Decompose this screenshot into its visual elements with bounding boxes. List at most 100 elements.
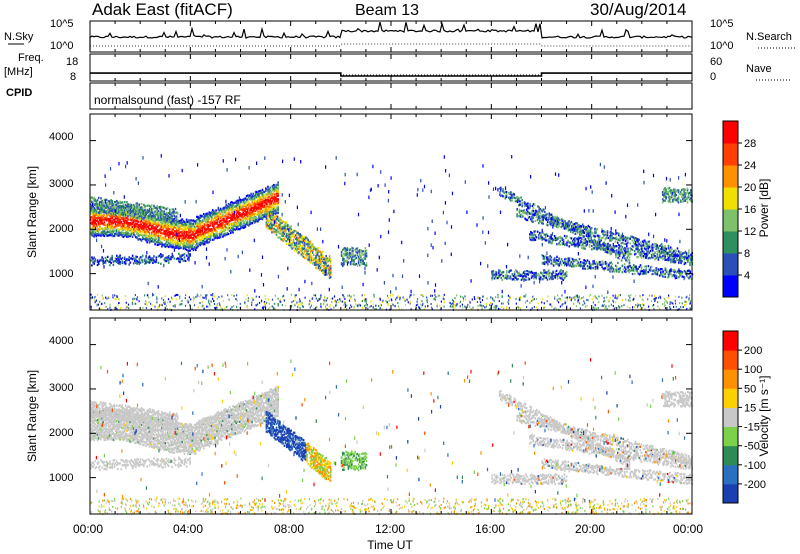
echo-cell — [585, 262, 588, 265]
echo-cell — [167, 227, 170, 231]
echo-cell — [630, 248, 633, 251]
echo-cell — [95, 219, 98, 222]
echo-cell — [214, 223, 216, 226]
echo-cell — [606, 230, 609, 233]
echo-cell — [136, 222, 138, 225]
echo-cell — [171, 228, 173, 231]
echo-cell — [157, 261, 160, 264]
echo-cell — [225, 219, 227, 222]
echo-cell — [173, 257, 176, 260]
echo-cell — [166, 258, 169, 261]
echo-cell — [346, 247, 349, 250]
echo-cell — [104, 259, 107, 263]
echo-cell — [674, 252, 676, 255]
echo-cell — [202, 234, 205, 238]
echo-cell — [270, 228, 272, 231]
echo-cell — [687, 256, 689, 259]
echo-cell — [178, 260, 180, 263]
echo-cell — [144, 238, 146, 241]
echo-cell — [191, 228, 194, 231]
echo-cell — [156, 219, 159, 222]
echo-cell — [583, 245, 585, 248]
echo-cell — [315, 258, 317, 261]
echo-cell — [178, 235, 180, 238]
echo-cell — [254, 216, 257, 219]
echo-cell — [230, 204, 232, 207]
echo-cell — [263, 200, 266, 203]
echo-cell — [90, 216, 92, 219]
echo-cell — [572, 231, 574, 234]
echo-cell — [638, 243, 640, 246]
echo-cell — [611, 238, 613, 241]
echo-cell — [95, 204, 98, 207]
echo-cell — [97, 223, 100, 226]
echo-cell — [146, 208, 148, 212]
echo-cell — [647, 247, 649, 250]
echo-cell — [593, 234, 595, 237]
echo-cell — [108, 213, 110, 216]
echo-cell — [558, 219, 560, 222]
echo-cell — [102, 211, 104, 214]
echo-cell — [609, 231, 611, 234]
echo-cell — [192, 222, 195, 225]
echo-cell — [189, 234, 191, 237]
echo-cell — [591, 248, 593, 251]
echo-cell — [304, 236, 306, 239]
echo-cell — [165, 211, 168, 214]
echo-cell — [259, 196, 261, 199]
echo-cell — [306, 257, 308, 260]
echo-cell — [108, 220, 110, 223]
echo-cell — [272, 210, 274, 213]
echo-cell — [242, 224, 244, 227]
echo-cell — [240, 223, 242, 226]
echo-cell — [667, 247, 670, 250]
echo-cell — [130, 228, 133, 231]
echo-cell — [560, 218, 563, 221]
echo-cell — [349, 255, 352, 258]
echo-cell — [140, 219, 143, 222]
echo-cell — [116, 199, 118, 203]
echo-cell — [226, 228, 229, 231]
echo-cell — [305, 254, 307, 257]
echo-cell — [196, 242, 198, 246]
echo-cell — [556, 262, 558, 265]
echo-cell — [283, 228, 286, 231]
echo-cell — [675, 250, 678, 253]
echo-cell — [155, 206, 158, 209]
echo-cell — [134, 214, 136, 217]
echo-cell — [114, 232, 117, 235]
echo-cell — [587, 224, 590, 227]
echo-cell — [200, 221, 203, 224]
echo-cell — [557, 217, 560, 220]
echo-cell — [111, 214, 113, 217]
echo-cell — [217, 213, 220, 216]
echo-cell — [230, 208, 232, 211]
echo-cell — [261, 198, 264, 201]
echo-cell — [172, 213, 174, 216]
echo-cell — [141, 260, 144, 263]
echo-cell — [667, 252, 670, 255]
echo-cell — [239, 218, 241, 221]
echo-cell — [285, 242, 288, 246]
echo-cell — [134, 257, 136, 260]
echo-cell — [97, 234, 100, 237]
echo-cell — [302, 251, 305, 254]
echo-cell — [306, 237, 308, 240]
echo-cell — [128, 222, 130, 225]
echo-cell — [152, 238, 154, 241]
echo-cell — [523, 201, 526, 204]
echo-cell — [148, 236, 151, 240]
echo-cell — [91, 234, 93, 237]
echo-cell — [640, 243, 643, 246]
echo-cell — [593, 239, 596, 242]
echo-cell — [593, 246, 595, 250]
echo-cell — [544, 217, 546, 220]
echo-cell — [138, 259, 141, 262]
echo-cell — [531, 215, 533, 218]
echo-cell — [620, 234, 622, 237]
echo-cell — [643, 255, 645, 258]
echo-cell — [137, 211, 139, 215]
echo-cell — [253, 197, 256, 200]
echo-cell — [596, 242, 599, 245]
echo-cell — [292, 232, 295, 235]
